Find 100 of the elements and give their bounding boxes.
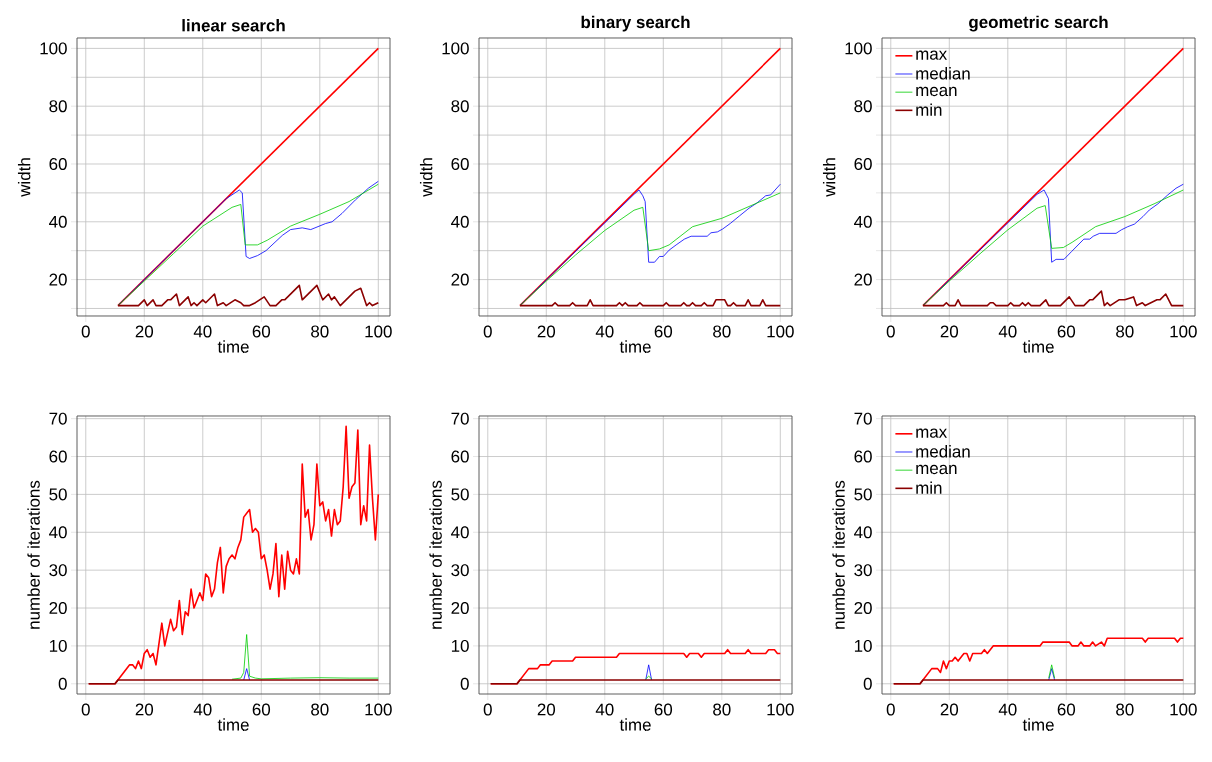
y-tick-label: 20: [49, 602, 67, 615]
line-series: [117, 284, 380, 307]
y-axis-title: width: [822, 158, 836, 197]
x-tick-label: 80: [1116, 703, 1134, 716]
x-tick-label: 0: [81, 325, 90, 338]
x-tick-label: 100: [365, 325, 392, 338]
x-tick-label: 0: [886, 703, 895, 716]
y-axis-title: number of iterations: [832, 480, 845, 629]
chart-title: binary search: [581, 15, 690, 32]
y-tick-label: 80: [854, 100, 872, 113]
legend-label: max: [916, 428, 947, 438]
chart-title: linear search: [182, 19, 285, 32]
x-axis-title: time: [619, 718, 651, 731]
y-tick-label: 0: [863, 677, 872, 690]
y-tick-label: 30: [49, 564, 67, 577]
y-tick-label: 60: [451, 157, 469, 170]
y-tick-label: 60: [49, 450, 67, 463]
y-tick-label: 10: [451, 639, 469, 652]
y-tick-label: 20: [451, 273, 469, 286]
x-tick-label: 20: [135, 325, 154, 338]
y-tick-label: 60: [854, 157, 872, 170]
legend-label: mean: [916, 86, 957, 97]
y-tick-label: 100: [845, 42, 872, 55]
y-tick-label: 80: [49, 100, 67, 113]
y-tick-label: 0: [58, 677, 67, 690]
y-tick-label: 40: [854, 526, 872, 539]
y-tick-label: 40: [451, 526, 469, 539]
y-tick-label: 30: [451, 564, 469, 577]
x-tick-label: 60: [1057, 325, 1076, 338]
y-tick-label: 20: [854, 273, 872, 286]
y-tick-label: 30: [854, 564, 872, 577]
x-tick-label: 40: [998, 325, 1017, 338]
y-tick-label: 10: [49, 639, 67, 652]
line-series: [231, 634, 379, 680]
y-axis-title: number of iterations: [27, 480, 40, 629]
x-tick-label: 20: [537, 703, 556, 716]
legend-label: min: [916, 103, 942, 116]
y-tick-label: 40: [49, 526, 67, 539]
legend-label: max: [916, 50, 947, 60]
x-tick-label: 80: [713, 703, 731, 716]
x-tick-label: 0: [886, 325, 895, 338]
x-tick-label: 40: [193, 703, 212, 716]
y-tick-label: 70: [49, 412, 67, 425]
x-tick-label: 20: [537, 325, 556, 338]
x-tick-label: 20: [940, 325, 959, 338]
x-axis-title: time: [217, 340, 249, 353]
x-tick-label: 60: [1057, 703, 1076, 716]
y-tick-label: 60: [451, 450, 469, 463]
y-tick-label: 50: [451, 488, 469, 501]
x-axis-title: time: [217, 718, 249, 731]
y-tick-label: 60: [854, 450, 872, 463]
y-tick-label: 20: [451, 602, 469, 615]
y-tick-label: 20: [49, 273, 67, 286]
x-axis-title: time: [619, 340, 651, 353]
legend-label: min: [916, 481, 942, 494]
x-axis-title: time: [1022, 718, 1054, 731]
x-tick-label: 60: [252, 703, 271, 716]
x-tick-label: 60: [654, 703, 673, 716]
y-axis-title: width: [17, 158, 31, 197]
y-tick-label: 40: [451, 215, 469, 228]
x-tick-label: 80: [311, 325, 329, 338]
y-tick-label: 0: [460, 677, 469, 690]
x-tick-label: 0: [81, 703, 90, 716]
x-tick-label: 100: [767, 325, 794, 338]
line-series: [922, 290, 1185, 307]
x-tick-label: 100: [365, 703, 392, 716]
x-tick-label: 20: [940, 703, 959, 716]
x-tick-label: 20: [135, 703, 154, 716]
y-axis-title: number of iterations: [429, 480, 442, 629]
y-tick-label: 50: [854, 488, 872, 501]
y-tick-label: 70: [854, 412, 872, 425]
x-tick-label: 100: [767, 703, 794, 716]
legend-label: mean: [916, 464, 957, 475]
x-tick-label: 100: [1170, 325, 1197, 338]
legend-label: median: [916, 445, 970, 458]
y-tick-label: 20: [854, 602, 872, 615]
x-tick-label: 40: [595, 325, 614, 338]
y-tick-label: 70: [451, 412, 469, 425]
x-tick-label: 60: [252, 325, 271, 338]
y-tick-label: 100: [442, 42, 469, 55]
x-tick-label: 80: [1116, 325, 1134, 338]
x-tick-label: 40: [998, 703, 1017, 716]
x-tick-label: 0: [483, 703, 492, 716]
chart-title: geometric search: [969, 15, 1108, 32]
y-tick-label: 80: [451, 100, 469, 113]
x-tick-label: 60: [654, 325, 673, 338]
x-tick-label: 40: [595, 703, 614, 716]
y-tick-label: 40: [49, 215, 67, 228]
x-tick-label: 0: [483, 325, 492, 338]
y-tick-label: 40: [854, 215, 872, 228]
x-tick-label: 80: [713, 325, 731, 338]
y-tick-label: 60: [49, 157, 67, 170]
x-tick-label: 40: [193, 325, 212, 338]
x-axis-title: time: [1022, 340, 1054, 353]
legend-label: median: [916, 67, 970, 80]
x-tick-label: 80: [311, 703, 329, 716]
y-axis-title: width: [419, 158, 433, 197]
y-tick-label: 50: [49, 488, 67, 501]
y-tick-label: 10: [854, 639, 872, 652]
y-tick-label: 100: [40, 42, 67, 55]
